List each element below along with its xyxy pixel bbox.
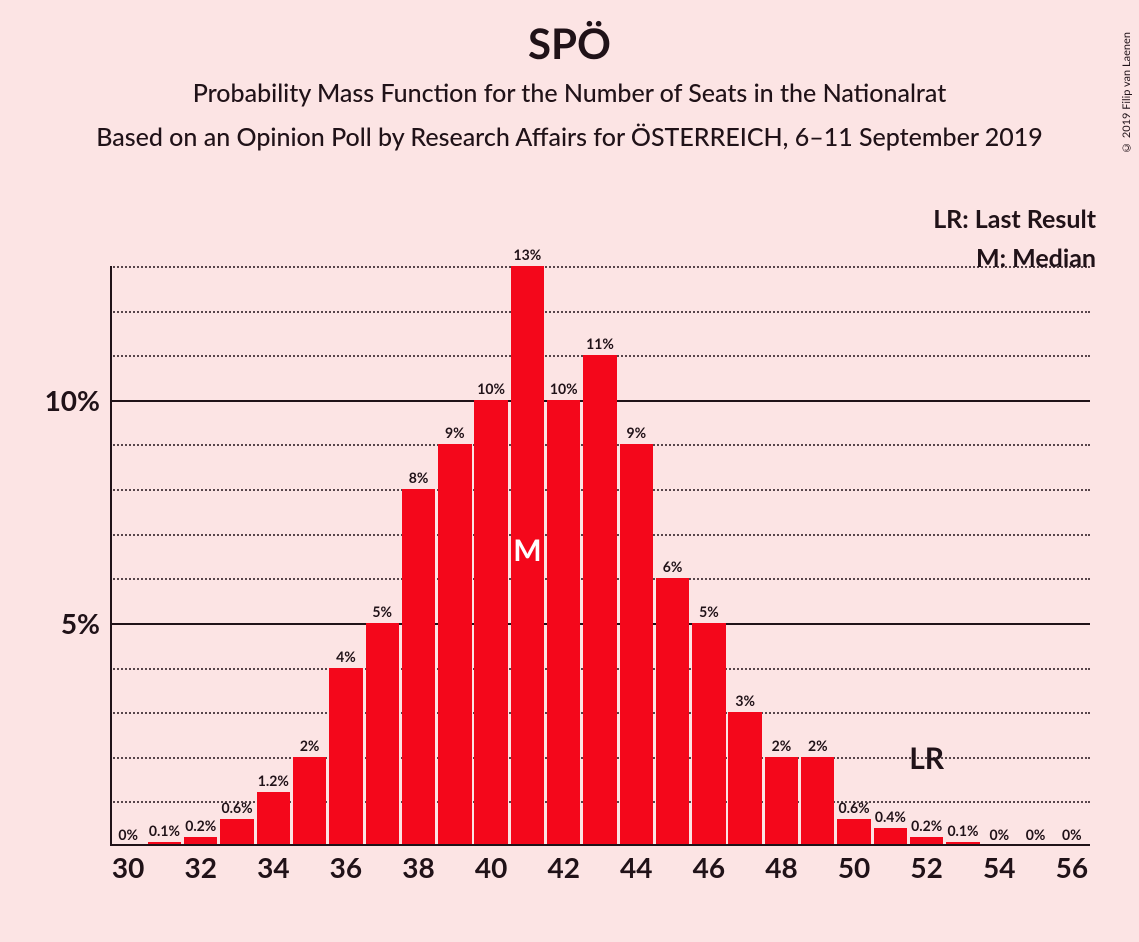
x-tick-label: 56 <box>1056 850 1088 884</box>
bar-value-label: 0.2% <box>910 817 943 834</box>
bar-value-label: 5% <box>692 603 725 620</box>
x-tick-label: 32 <box>184 850 216 884</box>
x-tick-labels: 30 32 34 36 38 40 42 44 46 48 50 52 54 56 <box>110 850 1090 890</box>
bar: 0.6% <box>220 819 253 846</box>
chart-title: SPÖ <box>0 18 1139 68</box>
bar-value-label: 11% <box>583 335 616 352</box>
y-tick-label: 10% <box>36 383 100 417</box>
bar: 5% <box>366 623 399 846</box>
bar: 0.6% <box>837 819 870 846</box>
last-result-marker: LR <box>909 740 944 776</box>
x-tick-label: 36 <box>330 850 362 884</box>
bar-value-label: 0.1% <box>148 822 181 839</box>
bar-value-label: 2% <box>293 737 326 754</box>
chart-area: LR: Last Result M: Median 5%10% 0%0.1%0.… <box>110 206 1110 906</box>
bar: 1.2% <box>257 792 290 846</box>
chart-subtitle-1: Probability Mass Function for the Number… <box>0 78 1139 108</box>
x-tick-label: 54 <box>983 850 1015 884</box>
chart-subtitle-2: Based on an Opinion Poll by Research Aff… <box>0 122 1139 152</box>
bar-value-label: 10% <box>474 380 507 397</box>
bar-value-label: 0% <box>111 826 144 843</box>
x-tick-label: 30 <box>112 850 144 884</box>
bar: 9% <box>438 444 471 846</box>
x-tick-label: 48 <box>765 850 797 884</box>
y-tick-label: 5% <box>36 606 100 640</box>
bar-value-label: 13% <box>511 246 544 263</box>
bar: 5% <box>692 623 725 846</box>
bar: 2% <box>293 757 326 846</box>
x-tick-label: 50 <box>838 850 870 884</box>
bar-value-label: 5% <box>366 603 399 620</box>
bar: 11% <box>583 355 616 846</box>
bar-value-label: 10% <box>547 380 580 397</box>
bar-value-label: 9% <box>620 424 653 441</box>
x-tick-label: 42 <box>547 850 579 884</box>
x-axis-line <box>110 844 1090 846</box>
legend-lr: LR: Last Result <box>933 200 1096 239</box>
bar-value-label: 1.2% <box>257 772 290 789</box>
bar-value-label: 0.4% <box>874 808 907 825</box>
bar-value-label: 0% <box>983 826 1016 843</box>
bar-value-label: 0.6% <box>837 799 870 816</box>
bar-value-label: 4% <box>329 648 362 665</box>
bar-value-label: 3% <box>728 692 761 709</box>
x-tick-label: 34 <box>257 850 289 884</box>
bar: 10% <box>547 400 580 846</box>
bar: 3% <box>728 712 761 846</box>
bar-value-label: 9% <box>438 424 471 441</box>
bar: 8% <box>402 489 435 846</box>
bar: 10% <box>474 400 507 846</box>
bar-value-label: 2% <box>765 737 798 754</box>
x-tick-label: 52 <box>910 850 942 884</box>
bar-value-label: 8% <box>402 469 435 486</box>
bar: 4% <box>329 668 362 846</box>
bar-value-label: 0.1% <box>946 822 979 839</box>
bar: 2% <box>765 757 798 846</box>
median-marker: M <box>513 532 541 568</box>
x-tick-label: 44 <box>620 850 652 884</box>
copyright-text: © 2019 Filip van Laenen <box>1120 32 1133 154</box>
bar: 9% <box>620 444 653 846</box>
bar-value-label: 0% <box>1019 826 1052 843</box>
bar-value-label: 2% <box>801 737 834 754</box>
plot-region: 5%10% 0%0.1%0.2%0.6%1.2%2%4%5%8%9%10%13%… <box>110 266 1090 846</box>
bar-value-label: 0.6% <box>220 799 253 816</box>
bar-value-label: 0% <box>1055 826 1088 843</box>
x-tick-label: 38 <box>402 850 434 884</box>
bar: 2% <box>801 757 834 846</box>
x-tick-label: 40 <box>475 850 507 884</box>
x-tick-label: 46 <box>693 850 725 884</box>
bar-value-label: 0.2% <box>184 817 217 834</box>
bar: 6% <box>656 578 689 846</box>
bar-value-label: 6% <box>656 558 689 575</box>
